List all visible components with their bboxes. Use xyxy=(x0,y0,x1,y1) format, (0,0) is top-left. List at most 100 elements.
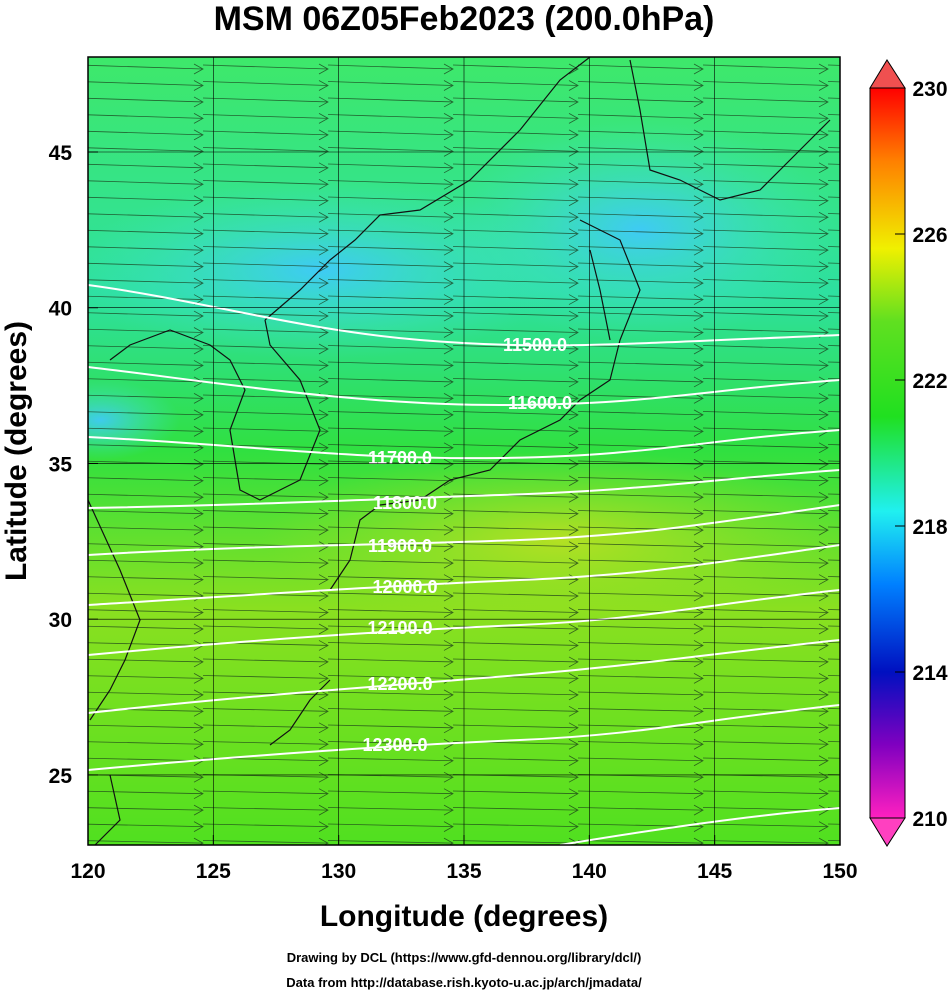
wind-arrow xyxy=(202,804,329,816)
wind-arrow xyxy=(452,146,579,157)
wind-arrow xyxy=(702,360,829,371)
wind-arrow xyxy=(702,524,829,536)
wind-arrow xyxy=(452,409,579,421)
coastline xyxy=(264,57,591,321)
wind-arrow xyxy=(202,376,329,388)
x-tick-label: 150 xyxy=(822,860,857,883)
wind-arrow xyxy=(202,63,329,75)
field-shade xyxy=(88,380,180,460)
wind-arrow xyxy=(452,607,579,618)
wind-arrow xyxy=(577,162,704,174)
wind-arrow xyxy=(88,722,204,734)
wind-arrow xyxy=(452,804,579,816)
wind-arrow xyxy=(327,228,454,240)
coastlines xyxy=(88,57,831,845)
contour-line xyxy=(88,589,840,656)
wind-arrow xyxy=(202,409,329,421)
wind-arrow xyxy=(88,623,204,635)
wind-arrow xyxy=(327,393,454,404)
wind-arrow xyxy=(452,310,579,322)
x-axis-label: Longitude (degrees) xyxy=(320,900,608,933)
wind-arrow xyxy=(88,574,204,585)
wind-arrow xyxy=(452,96,579,108)
wind-arrow xyxy=(577,607,704,618)
y-tick-label: 45 xyxy=(49,142,73,165)
wind-arrow xyxy=(202,228,329,240)
wind-arrow xyxy=(88,821,204,832)
wind-arrow xyxy=(452,360,579,371)
contour-line xyxy=(559,807,840,845)
wind-arrow xyxy=(452,178,579,190)
wind-arrow xyxy=(577,178,704,190)
wind-arrow xyxy=(202,738,329,750)
wind-arrow xyxy=(88,277,204,289)
wind-arrow xyxy=(88,590,204,602)
contour-labels: 11500.0 11600.0 11700.0 11800.0 11900.0 12000… xyxy=(362,335,572,755)
wind-arrow xyxy=(327,442,454,454)
field-shade xyxy=(440,120,840,340)
wind-arrow xyxy=(327,656,454,668)
wind-arrow xyxy=(577,129,704,141)
y-axis-label: Latitude (degrees) xyxy=(0,321,33,581)
wind-arrow xyxy=(702,837,829,845)
wind-arrow xyxy=(202,673,329,684)
wind-arrow xyxy=(577,211,704,223)
colorbar-tick-label: 214 xyxy=(912,662,947,685)
wind-arrow xyxy=(202,508,329,520)
wind-arrow xyxy=(452,442,579,454)
wind-arrow xyxy=(452,689,579,701)
colorbar-tick-label: 230 xyxy=(912,78,947,101)
wind-arrow xyxy=(88,261,204,272)
wind-arrow xyxy=(88,244,204,256)
wind-arrow xyxy=(327,557,454,569)
wind-arrow xyxy=(327,640,454,651)
wind-arrow xyxy=(452,475,579,487)
wind-arrow xyxy=(327,80,454,91)
contour-line xyxy=(88,429,840,460)
wind-arrow xyxy=(452,491,579,503)
wind-arrow xyxy=(702,821,829,832)
contour-label: 11700.0 xyxy=(368,448,432,468)
wind-arrow xyxy=(202,146,329,157)
wind-arrow xyxy=(327,146,454,157)
wind-arrow xyxy=(327,261,454,272)
wind-arrows xyxy=(88,63,840,845)
wind-arrow xyxy=(202,343,329,355)
wind-arrow xyxy=(327,590,454,602)
wind-arrow xyxy=(577,96,704,108)
colorbar-tick-label: 210 xyxy=(912,808,947,831)
wind-arrow xyxy=(88,129,204,141)
wind-arrow xyxy=(452,211,579,223)
coastline xyxy=(88,499,141,721)
wind-arrow xyxy=(702,343,829,355)
wind-arrow xyxy=(88,327,204,338)
wind-arrow xyxy=(327,425,454,437)
contour-label: 11900.0 xyxy=(368,536,432,556)
wind-arrow xyxy=(702,211,829,223)
wind-arrow xyxy=(452,590,579,602)
wind-arrow xyxy=(88,211,204,223)
wind-arrow xyxy=(452,294,579,305)
wind-arrow xyxy=(88,425,204,437)
wind-arrow xyxy=(327,755,454,767)
wind-arrow xyxy=(577,640,704,651)
wind-arrow xyxy=(327,722,454,734)
wind-arrow xyxy=(327,129,454,141)
wind-arrow xyxy=(702,228,829,240)
wind-arrow xyxy=(202,162,329,174)
wind-arrow xyxy=(452,705,579,717)
wind-arrow xyxy=(577,310,704,322)
wind-arrow xyxy=(452,327,579,338)
wind-arrow xyxy=(202,788,329,800)
colorbar-tick-label: 226 xyxy=(912,224,947,247)
wind-arrow xyxy=(577,804,704,816)
wind-arrow xyxy=(702,475,829,487)
wind-arrow xyxy=(577,508,704,520)
contour-label: 11800.0 xyxy=(373,493,437,513)
wind-arrow xyxy=(88,360,204,371)
wind-arrow xyxy=(577,244,704,256)
wind-arrow xyxy=(202,327,329,338)
wind-arrow xyxy=(202,524,329,536)
wind-arrow xyxy=(577,524,704,536)
wind-arrow xyxy=(202,360,329,371)
